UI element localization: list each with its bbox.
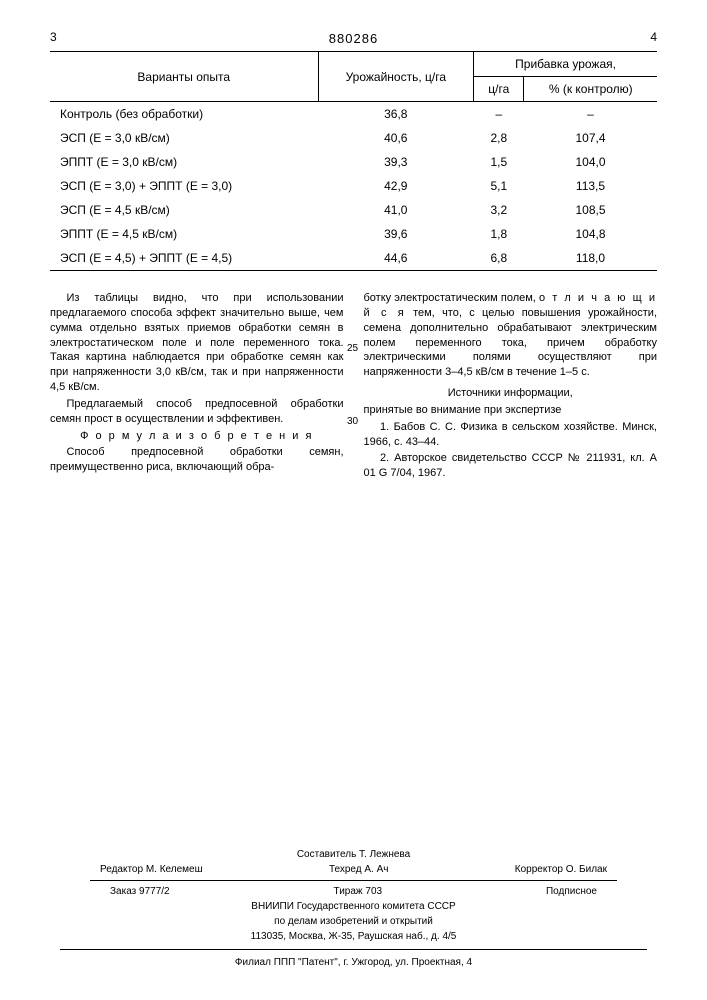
line-number-25: 25: [347, 343, 358, 354]
cell-variant: Контроль (без обработки): [50, 102, 318, 127]
cell-pct: 104,0: [524, 150, 657, 174]
cell-cga: 3,2: [474, 198, 524, 222]
paragraph: Способ предпосевной обработки семян, пре…: [50, 445, 344, 475]
cell-cga: 2,8: [474, 126, 524, 150]
table-row: ЭСП (Е = 3,0 кВ/см) 40,6 2,8 107,4: [50, 126, 657, 150]
cell-yield: 39,6: [318, 222, 474, 246]
table-row: ЭСП (Е = 4,5 кВ/см) 41,0 3,2 108,5: [50, 198, 657, 222]
th-inc-pct: % (к контролю): [524, 77, 657, 102]
cell-cga: 5,1: [474, 174, 524, 198]
tiraj: Тираж 703: [334, 884, 383, 899]
cell-cga: 1,5: [474, 150, 524, 174]
cell-variant: ЭСП (Е = 4,5) + ЭППТ (Е = 4,5): [50, 246, 318, 271]
sources-heading: Источники информации,: [364, 386, 658, 401]
divider: [90, 880, 617, 881]
subscription: Подписное: [546, 884, 597, 899]
formula-heading: Ф о р м у л а и з о б р е т е н и я: [50, 429, 344, 444]
cell-variant: ЭСП (Е = 3,0 кВ/см): [50, 126, 318, 150]
org-line-2: по делам изобретений и открытий: [0, 914, 707, 929]
publisher-block: Составитель Т. Лежнева Редактор М. Келем…: [0, 847, 707, 970]
line-number-30: 30: [347, 416, 358, 427]
cell-cga: 6,8: [474, 246, 524, 271]
cell-pct: 113,5: [524, 174, 657, 198]
document-number: 880286: [50, 31, 657, 46]
table-row: Контроль (без обработки) 36,8 – –: [50, 102, 657, 127]
col-number-left: 3: [50, 30, 57, 44]
techred: Техред А. Ач: [329, 862, 389, 877]
cell-pct: 108,5: [524, 198, 657, 222]
th-increase: Прибавка урожая,: [474, 52, 657, 77]
editor: Редактор М. Келемеш: [100, 862, 203, 877]
cell-variant: ЭППТ (Е = 3,0 кВ/см): [50, 150, 318, 174]
cell-variant: ЭСП (Е = 3,0) + ЭППТ (Е = 3,0): [50, 174, 318, 198]
left-column: Из таблицы видно, что при использовании …: [50, 291, 344, 483]
paragraph: ботку электростатическим полем, о т л и …: [364, 291, 658, 380]
cell-yield: 39,3: [318, 150, 474, 174]
org-line-1: ВНИИПИ Государственного комитета СССР: [0, 899, 707, 914]
divider: [60, 949, 647, 950]
right-column: ботку электростатическим полем, о т л и …: [364, 291, 658, 483]
cell-yield: 44,6: [318, 246, 474, 271]
cell-pct: 104,8: [524, 222, 657, 246]
filial-line: Филиал ППП "Патент", г. Ужгород, ул. Про…: [0, 955, 707, 970]
table-row: ЭСП (Е = 3,0) + ЭППТ (Е = 3,0) 42,9 5,1 …: [50, 174, 657, 198]
reference: 2. Авторское свидетельство СССР № 211931…: [364, 451, 658, 481]
cell-pct: 107,4: [524, 126, 657, 150]
table-row: ЭСП (Е = 4,5) + ЭППТ (Е = 4,5) 44,6 6,8 …: [50, 246, 657, 271]
table-row: ЭППТ (Е = 4,5 кВ/см) 39,6 1,8 104,8: [50, 222, 657, 246]
cell-yield: 42,9: [318, 174, 474, 198]
reference: 1. Бабов С. С. Физика в сельском хозяйст…: [364, 420, 658, 450]
sources-heading-2: принятые во внимание при экспертизе: [364, 403, 658, 418]
order-number: Заказ 9777/2: [110, 884, 170, 899]
cell-cga: –: [474, 102, 524, 127]
cell-yield: 41,0: [318, 198, 474, 222]
cell-variant: ЭСП (Е = 4,5 кВ/см): [50, 198, 318, 222]
th-variants: Варианты опыта: [50, 52, 318, 102]
results-table: Варианты опыта Урожайность, ц/га Прибавк…: [50, 51, 657, 271]
corrector: Корректор О. Билак: [515, 862, 607, 877]
cell-pct: 118,0: [524, 246, 657, 271]
col-number-right: 4: [650, 30, 657, 44]
paragraph: Предлагаемый способ предпосевной обработ…: [50, 397, 344, 427]
paragraph: Из таблицы видно, что при использовании …: [50, 291, 344, 395]
compiler-line: Составитель Т. Лежнева: [0, 847, 707, 862]
cell-yield: 40,6: [318, 126, 474, 150]
th-inc-cga: ц/га: [474, 77, 524, 102]
address-line: 113035, Москва, Ж-35, Раушская наб., д. …: [0, 929, 707, 944]
th-yield: Урожайность, ц/га: [318, 52, 474, 102]
cell-pct: –: [524, 102, 657, 127]
cell-variant: ЭППТ (Е = 4,5 кВ/см): [50, 222, 318, 246]
cell-cga: 1,8: [474, 222, 524, 246]
cell-yield: 36,8: [318, 102, 474, 127]
table-row: ЭППТ (Е = 3,0 кВ/см) 39,3 1,5 104,0: [50, 150, 657, 174]
